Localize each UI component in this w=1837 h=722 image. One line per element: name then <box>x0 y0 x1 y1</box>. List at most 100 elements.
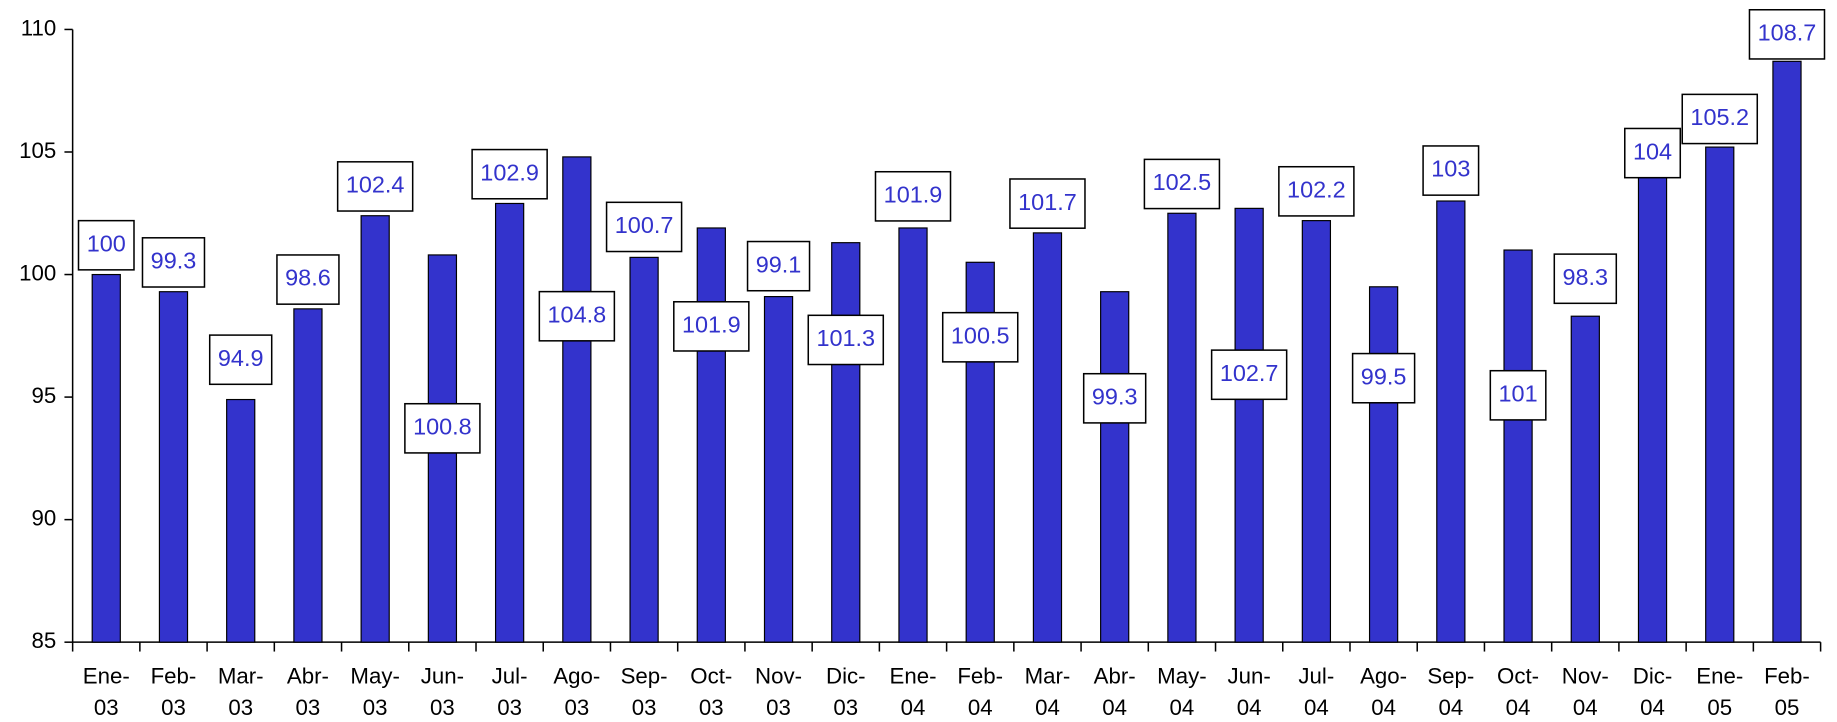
x-tick-label: Dic- 04 <box>1633 663 1673 720</box>
value-label: 101 <box>1499 380 1538 406</box>
value-label: 101.7 <box>1018 189 1077 215</box>
x-tick-label: Abr- 04 <box>1094 663 1136 720</box>
bar <box>629 256 659 643</box>
value-label: 102.2 <box>1287 177 1346 203</box>
x-tick-label: Mar- 04 <box>1025 663 1071 720</box>
value-label-box <box>1422 145 1480 196</box>
value-label-box <box>807 314 885 366</box>
x-tick-label-line: Feb- <box>151 663 197 688</box>
x-tick-label-line: 03 <box>632 695 657 720</box>
value-label-box <box>1681 93 1759 145</box>
bar <box>226 398 256 643</box>
x-tick-label-line: Feb- <box>1764 663 1810 688</box>
value-label: 105.2 <box>1690 104 1749 130</box>
bar <box>1772 60 1802 643</box>
x-tick-label-line: 04 <box>1371 695 1396 720</box>
x-tick-label-line: 04 <box>1102 695 1127 720</box>
x-tick-label-line: 03 <box>296 695 321 720</box>
x-tick-label-line: 04 <box>1237 695 1262 720</box>
x-tick-label-line: Jun- <box>421 663 464 688</box>
x-tick-label: Jun- 04 <box>1228 663 1271 720</box>
bar <box>1100 291 1130 643</box>
value-label-box <box>1082 372 1147 424</box>
x-tick-label: Ene- 03 <box>83 663 130 720</box>
value-label-box <box>605 201 683 253</box>
x-tick-label-line: 04 <box>968 695 993 720</box>
value-label: 99.3 <box>1092 383 1138 409</box>
x-tick-label: Abr- 03 <box>287 663 329 720</box>
x-tick-label: Ene- 05 <box>1696 663 1743 720</box>
x-tick-label-line: 04 <box>1438 695 1463 720</box>
x-tick-label-line: 04 <box>1304 695 1329 720</box>
value-label-box <box>1351 352 1416 404</box>
x-tick-label-line: 05 <box>1707 695 1732 720</box>
x-tick-label-line: 03 <box>766 695 791 720</box>
value-label-box <box>538 290 616 342</box>
y-tick-label: 110 <box>21 15 56 40</box>
x-tick-label-line: Abr- <box>1094 663 1136 688</box>
x-tick-label-line: 03 <box>430 695 455 720</box>
value-label: 98.6 <box>285 265 331 291</box>
value-label-box <box>471 148 548 200</box>
x-tick-label-line: Jun- <box>1228 663 1271 688</box>
x-tick-label-line: 04 <box>1170 695 1195 720</box>
bar <box>1032 232 1063 643</box>
x-tick-label: Feb- 03 <box>151 663 197 720</box>
x-tick-label-line: Sep- <box>621 663 668 688</box>
value-label: 101.9 <box>884 182 943 208</box>
x-tick-label: Feb- 05 <box>1764 663 1810 720</box>
value-label: 103 <box>1431 156 1470 182</box>
x-tick-label-line: Sep- <box>1427 663 1474 688</box>
x-tick-label-line: Ene- <box>890 663 937 688</box>
x-tick-label: Nov- 03 <box>755 663 802 720</box>
x-tick-label-line: 04 <box>1035 695 1060 720</box>
x-tick-label: Dic- 03 <box>826 663 866 720</box>
value-label: 104 <box>1633 138 1672 164</box>
value-label: 99.3 <box>151 248 197 274</box>
value-label: 104.8 <box>548 301 607 327</box>
x-tick-label: May- 03 <box>350 663 399 720</box>
x-tick-label: Sep- 03 <box>621 663 668 720</box>
x-tick-label: Mar- 03 <box>218 663 264 720</box>
bar <box>91 273 121 643</box>
x-tick-label-line: Ene- <box>1696 663 1743 688</box>
x-tick-label: Nov- 04 <box>1562 663 1609 720</box>
bar <box>1436 200 1466 643</box>
value-label-box <box>1143 158 1221 210</box>
bar <box>1167 212 1197 643</box>
x-tick-label-line: Ago- <box>553 663 600 688</box>
x-tick-label-line: May- <box>1157 663 1206 688</box>
x-tick-label-line: Jul- <box>1298 663 1334 688</box>
x-tick-label: Sep- 04 <box>1427 663 1474 720</box>
y-tick-label: 100 <box>19 260 56 285</box>
value-label-box <box>1210 349 1288 401</box>
bar <box>1637 175 1668 643</box>
x-tick-label: Oct- 03 <box>690 663 732 720</box>
value-label-box <box>404 402 481 454</box>
value-label: 100.5 <box>951 322 1010 348</box>
value-label: 98.3 <box>1562 264 1608 290</box>
x-tick-label-line: Ene- <box>83 663 130 688</box>
value-label-box <box>746 240 811 292</box>
x-tick-label-line: 04 <box>1573 695 1598 720</box>
x-tick-label-line: Jul- <box>492 663 528 688</box>
bar <box>1503 249 1533 643</box>
value-label-box <box>941 311 1019 363</box>
value-label: 100.7 <box>615 212 674 238</box>
x-tick-label-line: Mar- <box>218 663 264 688</box>
x-tick-label-line: 03 <box>497 695 522 720</box>
x-tick-label-line: Oct- <box>1497 663 1539 688</box>
value-label: 102.9 <box>480 159 539 185</box>
x-tick-label-line: 04 <box>1640 695 1665 720</box>
value-label: 100.8 <box>413 414 472 440</box>
value-label: 94.9 <box>218 345 264 371</box>
value-label-box <box>276 254 340 305</box>
value-label-box <box>1748 9 1826 60</box>
x-tick-label-line: Feb- <box>957 663 1003 688</box>
x-tick-label-line: Dic- <box>1633 663 1673 688</box>
value-label: 101.9 <box>682 312 741 338</box>
value-label-box <box>336 161 414 212</box>
value-label: 102.7 <box>1220 360 1279 386</box>
